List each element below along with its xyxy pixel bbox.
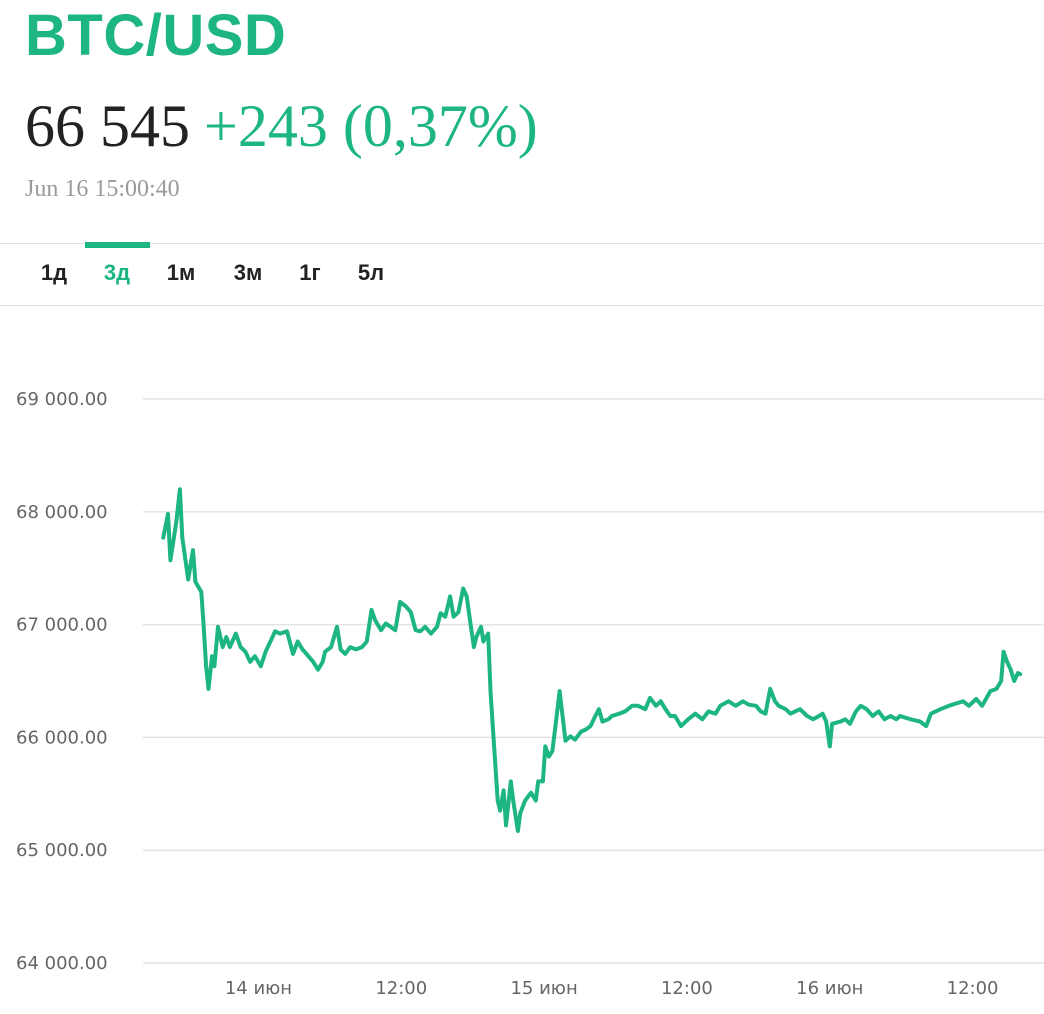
price: 66 545 xyxy=(25,93,190,159)
x-tick-label: 12:00 xyxy=(661,978,713,999)
range-tab[interactable]: 3м xyxy=(233,260,263,285)
x-tick-label: 16 июн xyxy=(796,978,863,999)
symbol: BTC/USD xyxy=(25,3,287,68)
price-change: +243 (0,37%) xyxy=(204,93,538,159)
divider xyxy=(0,243,1044,244)
range-tab[interactable]: 5л xyxy=(357,260,385,285)
x-tick-label: 14 июн xyxy=(225,978,292,999)
range-tab[interactable]: 1д xyxy=(40,260,68,285)
y-tick-label: 66 000.00 xyxy=(16,727,108,748)
divider xyxy=(0,305,1044,306)
price-line xyxy=(161,487,1023,833)
y-tick-label: 67 000.00 xyxy=(16,615,108,636)
y-tick-label: 64 000.00 xyxy=(16,953,108,974)
range-tab[interactable]: 1м xyxy=(166,260,196,285)
y-tick-label: 68 000.00 xyxy=(16,502,108,523)
x-tick-label: 12:00 xyxy=(375,978,427,999)
price-row: 66 545 +243 (0,37%) xyxy=(25,92,538,161)
range-tab[interactable]: 3д xyxy=(103,260,131,285)
y-tick-label: 65 000.00 xyxy=(16,840,108,861)
x-tick-label: 12:00 xyxy=(947,978,999,999)
range-tab[interactable]: 1г xyxy=(299,260,321,285)
active-tab-indicator xyxy=(85,242,150,248)
timestamp: Jun 16 15:00:40 xyxy=(25,176,180,202)
x-tick-label: 15 июн xyxy=(510,978,577,999)
y-tick-label: 69 000.00 xyxy=(16,389,108,410)
range-tabs: 1д 3д 1м 3м 1г 5л xyxy=(0,242,1044,304)
